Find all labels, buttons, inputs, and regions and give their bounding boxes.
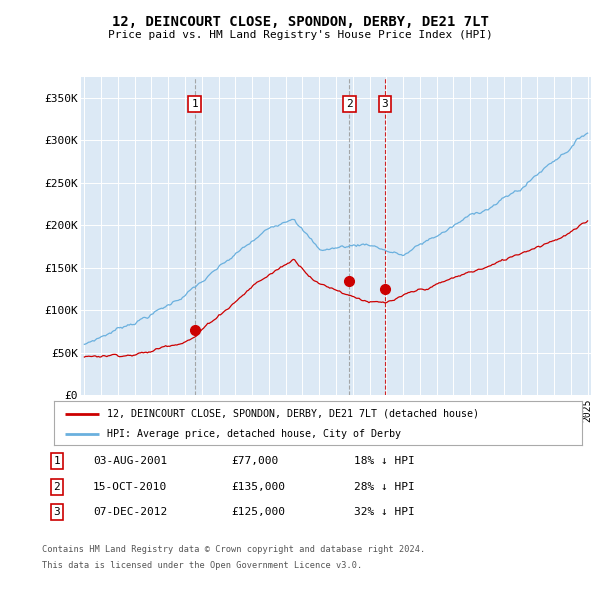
Text: 3: 3 (53, 507, 61, 517)
Text: 1: 1 (53, 457, 61, 466)
Text: £125,000: £125,000 (231, 507, 285, 517)
Text: 2: 2 (346, 99, 352, 109)
Text: 2: 2 (53, 482, 61, 491)
Text: 12, DEINCOURT CLOSE, SPONDON, DERBY, DE21 7LT (detached house): 12, DEINCOURT CLOSE, SPONDON, DERBY, DE2… (107, 409, 479, 418)
Text: 07-DEC-2012: 07-DEC-2012 (93, 507, 167, 517)
Text: 1: 1 (191, 99, 198, 109)
Text: This data is licensed under the Open Government Licence v3.0.: This data is licensed under the Open Gov… (42, 560, 362, 569)
Text: 3: 3 (382, 99, 388, 109)
Text: 28% ↓ HPI: 28% ↓ HPI (354, 482, 415, 491)
Text: 18% ↓ HPI: 18% ↓ HPI (354, 457, 415, 466)
Text: £135,000: £135,000 (231, 482, 285, 491)
Text: 32% ↓ HPI: 32% ↓ HPI (354, 507, 415, 517)
Text: 15-OCT-2010: 15-OCT-2010 (93, 482, 167, 491)
Text: HPI: Average price, detached house, City of Derby: HPI: Average price, detached house, City… (107, 430, 401, 440)
Text: £77,000: £77,000 (231, 457, 278, 466)
Text: Price paid vs. HM Land Registry's House Price Index (HPI): Price paid vs. HM Land Registry's House … (107, 30, 493, 40)
Text: Contains HM Land Registry data © Crown copyright and database right 2024.: Contains HM Land Registry data © Crown c… (42, 545, 425, 554)
Text: 12, DEINCOURT CLOSE, SPONDON, DERBY, DE21 7LT: 12, DEINCOURT CLOSE, SPONDON, DERBY, DE2… (112, 15, 488, 29)
Text: 03-AUG-2001: 03-AUG-2001 (93, 457, 167, 466)
